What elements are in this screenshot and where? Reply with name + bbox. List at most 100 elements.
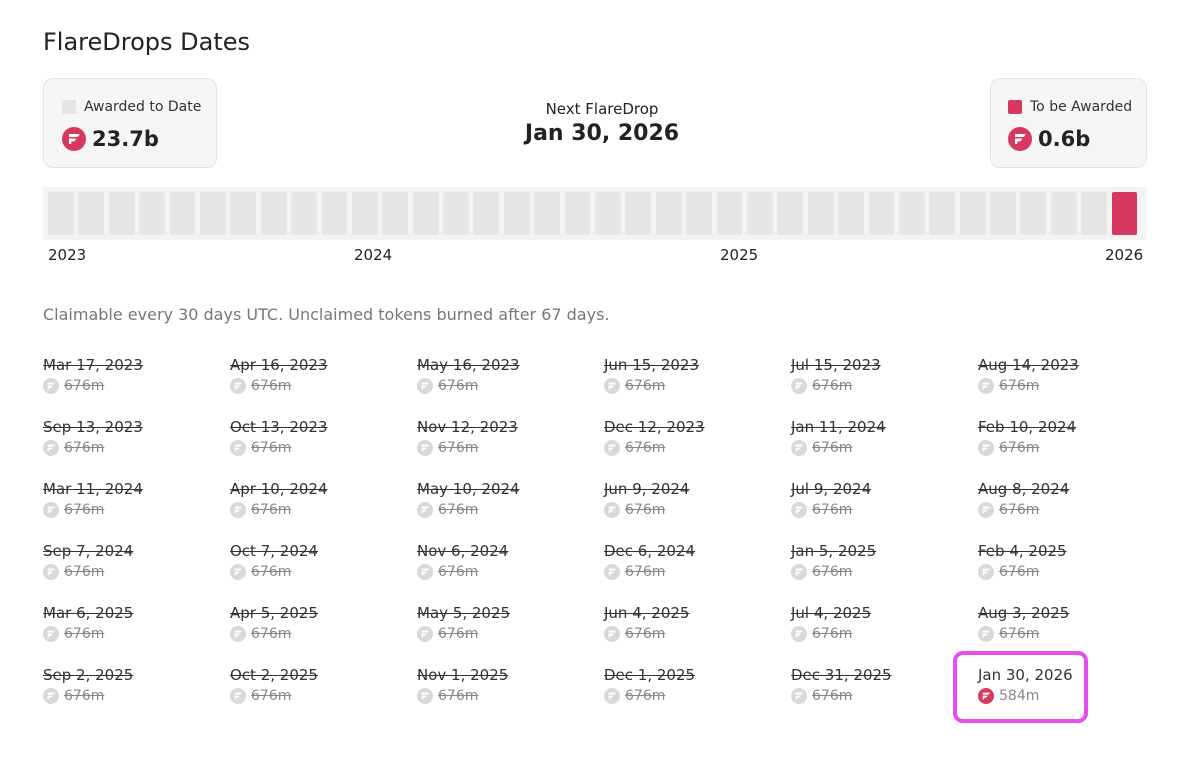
year-label: 2025 bbox=[720, 246, 759, 264]
drop-amount: 676m bbox=[438, 440, 479, 456]
timeline-segment bbox=[868, 192, 895, 235]
drop-date: Feb 10, 2024 bbox=[978, 418, 1077, 436]
drop-amount: 676m bbox=[64, 564, 105, 580]
flare-logo bbox=[43, 378, 59, 394]
drop-amount-row: 676m bbox=[978, 440, 1158, 456]
drop-amount-row: 676m bbox=[417, 502, 597, 518]
drop-date: Mar 11, 2024 bbox=[43, 480, 143, 498]
legend-swatch bbox=[62, 100, 76, 114]
pending-label: To be Awarded bbox=[1030, 99, 1133, 115]
timeline-segment bbox=[108, 192, 135, 235]
timeline-segment bbox=[382, 192, 409, 235]
drop-amount: 676m bbox=[251, 440, 292, 456]
flare-logo bbox=[791, 378, 807, 394]
flare-logo bbox=[978, 440, 994, 456]
drop-date: Dec 31, 2025 bbox=[791, 666, 892, 684]
flare-logo bbox=[791, 564, 807, 580]
timeline-segment bbox=[78, 192, 105, 235]
timeline-segment bbox=[1111, 192, 1138, 235]
drop-amount: 676m bbox=[64, 440, 105, 456]
highlight-box bbox=[953, 651, 1088, 723]
drop-amount-row: 676m bbox=[417, 564, 597, 580]
timeline-segment bbox=[716, 192, 743, 235]
timeline-segment bbox=[655, 192, 682, 235]
next-date: Jan 30, 2026 bbox=[524, 121, 680, 146]
timeline-segment bbox=[351, 192, 378, 235]
flare-logo bbox=[43, 502, 59, 518]
drop-amount: 676m bbox=[999, 378, 1040, 394]
drop-amount-row: 676m bbox=[417, 378, 597, 394]
drop-date: Jul 15, 2023 bbox=[791, 356, 881, 374]
drop-date: Jan 5, 2025 bbox=[791, 542, 877, 560]
flare-logo bbox=[417, 440, 433, 456]
drop-date: May 5, 2025 bbox=[417, 604, 511, 622]
drop-item: Jul 9, 2024 676m bbox=[791, 480, 971, 518]
drop-amount-row: 676m bbox=[43, 502, 223, 518]
flare-logo bbox=[791, 688, 807, 704]
drop-date: Jun 15, 2023 bbox=[604, 356, 700, 374]
timeline-segment bbox=[412, 192, 439, 235]
flare-logo bbox=[604, 502, 620, 518]
drop-amount: 676m bbox=[64, 502, 105, 518]
drop-item: Nov 1, 2025 676m bbox=[417, 666, 597, 704]
drop-amount: 584m bbox=[999, 688, 1040, 704]
flare-logo bbox=[417, 626, 433, 642]
timeline-segment bbox=[777, 192, 804, 235]
drop-date: Dec 12, 2023 bbox=[604, 418, 705, 436]
timeline-segment bbox=[746, 192, 773, 235]
drop-amount: 676m bbox=[625, 564, 666, 580]
timeline-segment bbox=[838, 192, 864, 235]
timeline-segment bbox=[199, 192, 226, 235]
flare-logo bbox=[791, 626, 807, 642]
drop-date: Jul 4, 2025 bbox=[791, 604, 872, 622]
flare-logo bbox=[604, 440, 620, 456]
drop-date: Apr 10, 2024 bbox=[230, 480, 328, 498]
timeline-segment bbox=[230, 192, 257, 235]
timeline-segment bbox=[898, 192, 925, 235]
drop-amount-row: 676m bbox=[791, 378, 971, 394]
year-label: 2024 bbox=[354, 246, 393, 264]
drop-amount-row: 584m bbox=[978, 688, 1158, 704]
drop-item: Aug 14, 2023 676m bbox=[978, 356, 1158, 394]
drop-amount-row: 676m bbox=[230, 564, 410, 580]
drop-item: Apr 16, 2023 676m bbox=[230, 356, 410, 394]
timeline-segment bbox=[260, 192, 287, 235]
drop-date: May 10, 2024 bbox=[417, 480, 520, 498]
drop-amount: 676m bbox=[251, 378, 292, 394]
drop-item: Mar 11, 2024 676m bbox=[43, 480, 223, 518]
year-label: 2026 bbox=[1105, 246, 1144, 264]
drop-date: Feb 4, 2025 bbox=[978, 542, 1067, 560]
note: Claimable every 30 days UTC. Unclaimed t… bbox=[43, 305, 610, 324]
drop-item: Jun 4, 2025 676m bbox=[604, 604, 784, 642]
awarded-card: Awarded to Date 23.7b bbox=[43, 78, 217, 168]
drop-item: Mar 17, 2023 676m bbox=[43, 356, 223, 394]
flare-logo bbox=[230, 688, 246, 704]
timeline-segment bbox=[534, 192, 561, 235]
drop-date: Jan 30, 2026 bbox=[978, 666, 1073, 684]
flare-logo bbox=[604, 688, 620, 704]
flare-logo bbox=[1008, 127, 1032, 151]
timeline-segment bbox=[321, 192, 348, 235]
flare-logo bbox=[791, 502, 807, 518]
drop-date: Sep 7, 2024 bbox=[43, 542, 134, 560]
timeline-segment bbox=[443, 192, 469, 235]
timeline bbox=[43, 187, 1147, 240]
drop-amount-row: 676m bbox=[43, 378, 223, 394]
drop-amount-row: 676m bbox=[604, 378, 784, 394]
drop-item: Nov 6, 2024 676m bbox=[417, 542, 597, 580]
timeline-segment bbox=[564, 192, 591, 235]
drop-amount-row: 676m bbox=[417, 626, 597, 642]
pending-amount: 0.6b bbox=[1038, 127, 1091, 151]
drop-item: Jun 15, 2023 676m bbox=[604, 356, 784, 394]
flare-logo bbox=[417, 502, 433, 518]
timeline-segment bbox=[139, 192, 166, 235]
drop-amount-row: 676m bbox=[230, 440, 410, 456]
drop-amount-row: 676m bbox=[230, 502, 410, 518]
drop-item: Aug 3, 2025 676m bbox=[978, 604, 1158, 642]
drop-item: Feb 4, 2025 676m bbox=[978, 542, 1158, 580]
drop-item: Sep 2, 2025 676m bbox=[43, 666, 223, 704]
drop-item: Mar 6, 2025 676m bbox=[43, 604, 223, 642]
drop-date: Oct 7, 2024 bbox=[230, 542, 318, 560]
drop-date: Oct 2, 2025 bbox=[230, 666, 318, 684]
